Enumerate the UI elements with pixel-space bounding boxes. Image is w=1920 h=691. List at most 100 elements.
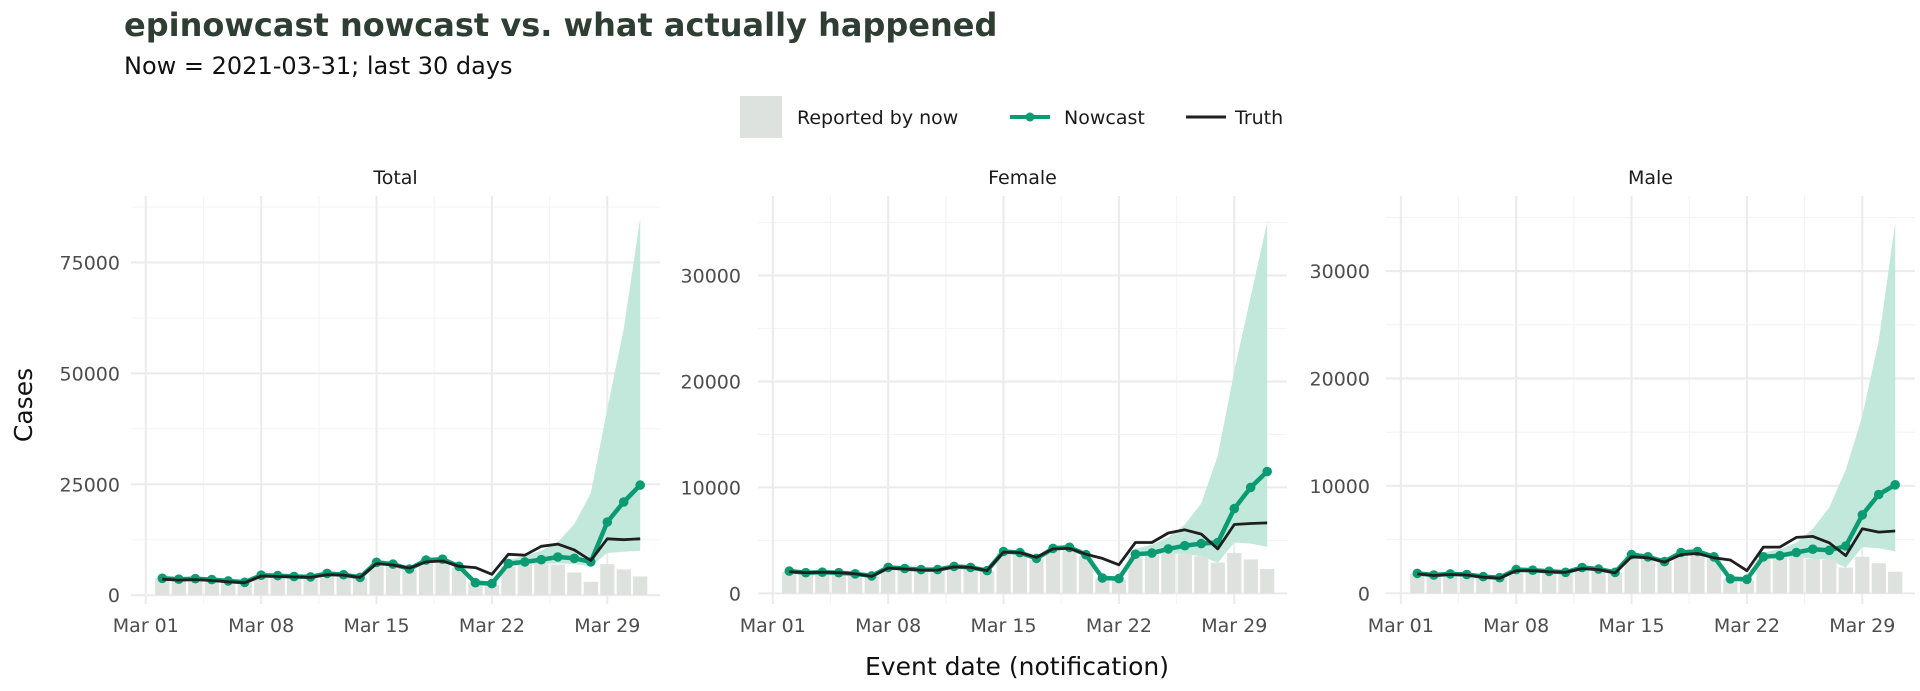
panel-female: Female 0 10000 20000 30000 Mar 01 Mar 08 Mar 15…: [681, 167, 1287, 637]
reported-bar: [204, 580, 219, 596]
legend-label: Nowcast: [1064, 107, 1145, 129]
y-tick-label: 0: [729, 583, 741, 605]
x-tick-label: Mar 08: [1483, 615, 1549, 637]
gridlines: [1386, 196, 1915, 604]
reported-bar: [1723, 579, 1738, 594]
truth-line: [162, 537, 641, 585]
legend-item-1: Reported by now: [740, 96, 958, 138]
reported-bar: [402, 570, 417, 596]
x-tick-label: Mar 22: [1714, 615, 1780, 637]
y-tick-label: 30000: [1310, 261, 1370, 283]
reported-bar: [1756, 558, 1771, 594]
nowcast-point: [1841, 541, 1851, 551]
reported-bar: [1161, 553, 1176, 594]
reported-bar: [980, 571, 995, 594]
nowcast-point: [784, 566, 795, 576]
reported-bar: [287, 576, 302, 596]
reported-bar: [1624, 555, 1639, 594]
reported-bar: [947, 566, 962, 594]
x-tick-label: Mar 01: [113, 615, 179, 637]
reported-bar: [155, 578, 170, 596]
reported-bar: [1012, 554, 1028, 594]
x-tick-label: Mar 01: [740, 615, 806, 637]
legend-key-nowcast-point: [1025, 112, 1035, 122]
reported-bar: [418, 561, 434, 596]
y-tick-label: 0: [1358, 583, 1370, 605]
reported-bar: [831, 573, 846, 594]
nowcast-point: [1196, 538, 1207, 549]
reported-bar: [930, 570, 945, 594]
reported-bar: [550, 564, 565, 596]
reported-bar: [385, 565, 401, 596]
legend-label: Reported by now: [797, 107, 958, 129]
reported-bar: [897, 569, 912, 594]
legend-label: Truth: [1234, 107, 1283, 129]
nowcast-point: [1758, 552, 1769, 562]
reported-bar: [468, 583, 483, 596]
reported-bar: [1194, 556, 1209, 594]
reported-bar: [1029, 559, 1044, 594]
reported-bar: [451, 567, 467, 596]
truth-line: [1417, 527, 1896, 580]
chart-subtitle: Now = 2021-03-31; last 30 days: [124, 52, 513, 80]
reported-bar: [1078, 556, 1094, 594]
reported-bar: [1608, 572, 1623, 594]
x-tick-label: Mar 15: [971, 615, 1037, 637]
panel-male: Male 0 10000 20000 30000 Mar 01 Mar 08 Mar 15 Ma…: [1310, 167, 1915, 637]
reported-bar: [1789, 556, 1804, 594]
reported-bar: [517, 565, 532, 596]
nowcast-point: [1857, 510, 1868, 520]
reported-bar: [1227, 553, 1242, 594]
x-tick-label: Mar 15: [344, 615, 410, 637]
reported-bar: [1476, 577, 1491, 594]
nowcast-point: [1412, 568, 1423, 579]
reported-bar: [1095, 578, 1110, 594]
reported-bar: [815, 572, 830, 594]
reported-bar: [798, 573, 813, 594]
reported-bar: [600, 564, 615, 596]
reported-bar: [1525, 570, 1540, 594]
legend-item-3: Truth: [1186, 107, 1283, 129]
nowcast-point: [1262, 466, 1272, 477]
nowcast-interval: [162, 218, 641, 585]
reported-bar: [1177, 554, 1192, 594]
x-tick-label: Mar 08: [855, 615, 921, 637]
y-tick-label: 25000: [60, 474, 120, 496]
reported-bar: [963, 568, 978, 594]
reported-bar: [1838, 567, 1853, 594]
panel-title: Total: [372, 167, 417, 189]
reported-bar: [996, 553, 1011, 594]
truth-line: [789, 521, 1268, 578]
reported-bar: [501, 566, 516, 596]
reported-bar: [1739, 580, 1754, 594]
reported-bar: [848, 574, 863, 594]
nowcast-point: [553, 552, 563, 562]
reported-bar: [435, 560, 450, 596]
x-axis-title: Event date (notification): [865, 652, 1169, 681]
reported-bars: [1410, 552, 1903, 594]
reported-bar: [254, 575, 269, 596]
y-tick-label: 0: [108, 585, 120, 607]
nowcast-point: [1229, 503, 1240, 514]
nowcast-point: [1130, 549, 1141, 559]
reported-bar: [1805, 558, 1820, 594]
reported-bar: [237, 582, 252, 596]
reported-bar: [881, 568, 896, 594]
reported-bar: [1558, 572, 1573, 594]
panel-title: Female: [988, 167, 1057, 189]
x-tick-label: Mar 01: [1368, 615, 1434, 637]
nowcast-point: [1873, 489, 1884, 500]
legend-key-reported: [740, 96, 782, 138]
reported-bar: [171, 579, 186, 596]
reported-bar: [1542, 571, 1557, 594]
reported-bar: [914, 570, 929, 594]
y-tick-label: 20000: [1310, 369, 1370, 391]
reported-bar: [1673, 553, 1689, 594]
nowcast-point: [1114, 573, 1124, 584]
reported-bar: [1426, 575, 1441, 594]
nowcast-point: [1775, 550, 1785, 561]
nowcast-point: [618, 497, 629, 507]
reported-bar: [221, 581, 236, 596]
nowcast-point: [503, 558, 514, 569]
reported-bar: [336, 575, 351, 596]
